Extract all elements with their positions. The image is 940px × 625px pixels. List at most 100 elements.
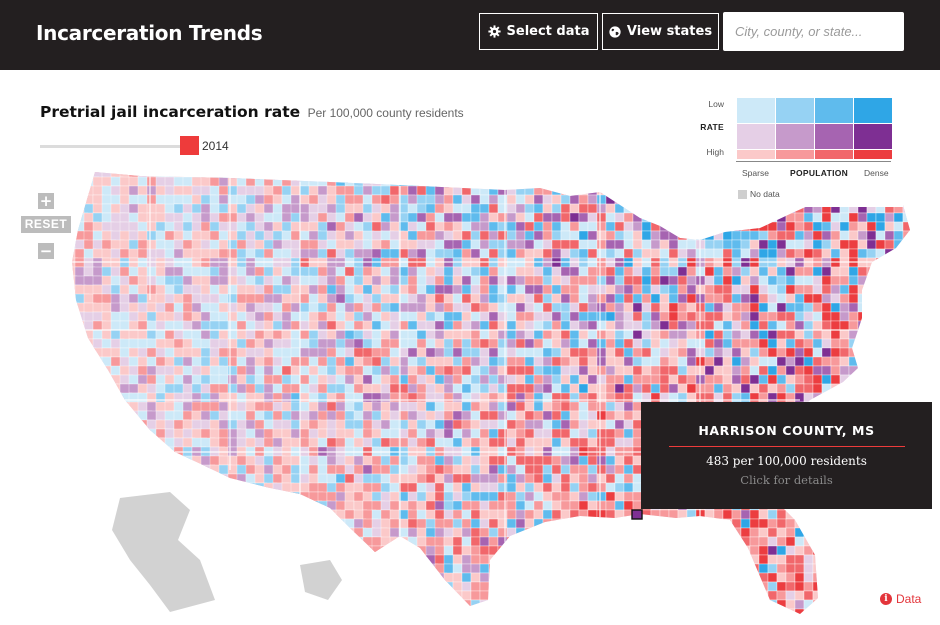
county-tile[interactable]	[515, 248, 526, 259]
county-tile[interactable]	[236, 608, 256, 618]
county-tile[interactable]	[803, 536, 814, 547]
county-tile[interactable]	[533, 419, 544, 430]
county-tile[interactable]	[650, 185, 661, 196]
county-tile[interactable]	[857, 563, 868, 574]
county-tile[interactable]	[785, 356, 796, 367]
county-tile[interactable]	[515, 302, 526, 313]
county-tile[interactable]	[425, 581, 445, 597]
county-tile[interactable]	[605, 590, 616, 601]
county-tile[interactable]	[749, 383, 760, 394]
county-tile[interactable]	[749, 248, 760, 259]
county-tile[interactable]	[605, 185, 616, 196]
county-tile[interactable]	[551, 401, 562, 412]
county-tile[interactable]	[488, 392, 499, 403]
county-tile[interactable]	[587, 320, 598, 331]
county-tile[interactable]	[110, 392, 123, 405]
county-tile[interactable]	[317, 491, 328, 503]
county-tile[interactable]	[74, 437, 89, 454]
county-tile[interactable]	[488, 275, 499, 286]
county-tile[interactable]	[101, 464, 121, 478]
county-tile[interactable]	[83, 500, 102, 515]
county-tile[interactable]	[587, 221, 598, 232]
county-tile[interactable]	[668, 230, 679, 241]
county-tile[interactable]	[731, 563, 742, 574]
county-tile[interactable]	[677, 329, 688, 340]
county-tile[interactable]	[677, 302, 688, 313]
county-tile[interactable]	[767, 581, 778, 592]
county-tile[interactable]	[857, 338, 868, 349]
county-tile[interactable]	[470, 347, 481, 358]
county-tile[interactable]	[515, 581, 526, 592]
county-tile[interactable]	[542, 176, 553, 187]
county-tile[interactable]	[479, 410, 490, 421]
county-tile[interactable]	[245, 509, 259, 527]
county-tile[interactable]	[263, 518, 274, 532]
county-tile[interactable]	[623, 437, 634, 448]
county-tile[interactable]	[659, 338, 670, 349]
county-tile[interactable]	[326, 608, 341, 620]
county-tile[interactable]	[533, 536, 544, 547]
county-tile[interactable]	[848, 599, 859, 610]
county-tile[interactable]	[812, 590, 823, 601]
county-tile[interactable]	[308, 536, 320, 552]
county-tile[interactable]	[497, 168, 508, 178]
county-tile[interactable]	[731, 329, 742, 340]
county-tile[interactable]	[461, 338, 472, 349]
county-tile[interactable]	[569, 329, 580, 340]
county-tile[interactable]	[542, 203, 553, 214]
county-tile[interactable]	[632, 266, 643, 277]
county-tile[interactable]	[704, 221, 715, 232]
county-tile[interactable]	[371, 581, 384, 599]
county-tile[interactable]	[461, 383, 472, 394]
county-tile[interactable]	[677, 527, 688, 538]
county-tile[interactable]	[92, 572, 104, 585]
county-tile[interactable]	[632, 185, 643, 196]
county-tile[interactable]	[533, 383, 544, 394]
county-tile[interactable]	[182, 527, 193, 545]
county-tile[interactable]	[533, 320, 544, 331]
county-tile[interactable]	[587, 590, 598, 601]
county-tile[interactable]	[560, 518, 571, 529]
county-tile[interactable]	[605, 401, 616, 412]
county-tile[interactable]	[461, 545, 472, 556]
county-tile[interactable]	[803, 347, 814, 358]
county-tile[interactable]	[83, 599, 95, 616]
county-tile[interactable]	[713, 563, 724, 574]
county-tile[interactable]	[137, 581, 148, 597]
county-tile[interactable]	[830, 239, 841, 250]
county-tile[interactable]	[578, 383, 589, 394]
county-tile[interactable]	[66, 365, 80, 383]
county-tile[interactable]	[695, 608, 706, 618]
county-tile[interactable]	[66, 302, 80, 319]
county-tile[interactable]	[605, 428, 616, 439]
county-tile[interactable]	[542, 248, 553, 259]
county-tile[interactable]	[479, 311, 490, 322]
county-tile[interactable]	[794, 581, 805, 592]
county-tile[interactable]	[578, 590, 589, 601]
county-tile[interactable]	[542, 572, 553, 583]
county-tile[interactable]	[488, 473, 499, 484]
county-tile[interactable]	[623, 581, 634, 592]
county-tile[interactable]	[722, 347, 733, 358]
county-tile[interactable]	[524, 239, 535, 250]
county-tile[interactable]	[254, 518, 268, 531]
county-tile[interactable]	[596, 455, 607, 466]
county-tile[interactable]	[866, 347, 877, 358]
county-tile[interactable]	[452, 248, 463, 259]
county-tile[interactable]	[344, 320, 356, 331]
county-tile[interactable]	[596, 500, 607, 511]
county-tile[interactable]	[542, 527, 553, 538]
county-tile[interactable]	[74, 374, 90, 392]
county-tile[interactable]	[794, 392, 805, 403]
county-tile[interactable]	[839, 284, 850, 295]
county-tile[interactable]	[578, 464, 589, 475]
county-tile[interactable]	[866, 248, 877, 259]
county-tile[interactable]	[200, 473, 219, 486]
county-tile[interactable]	[659, 311, 670, 322]
county-tile[interactable]	[659, 545, 670, 556]
county-tile[interactable]	[506, 284, 517, 295]
county-tile[interactable]	[74, 419, 91, 433]
county-tile[interactable]	[704, 311, 715, 322]
county-tile[interactable]	[902, 212, 912, 223]
county-tile[interactable]	[236, 554, 255, 569]
